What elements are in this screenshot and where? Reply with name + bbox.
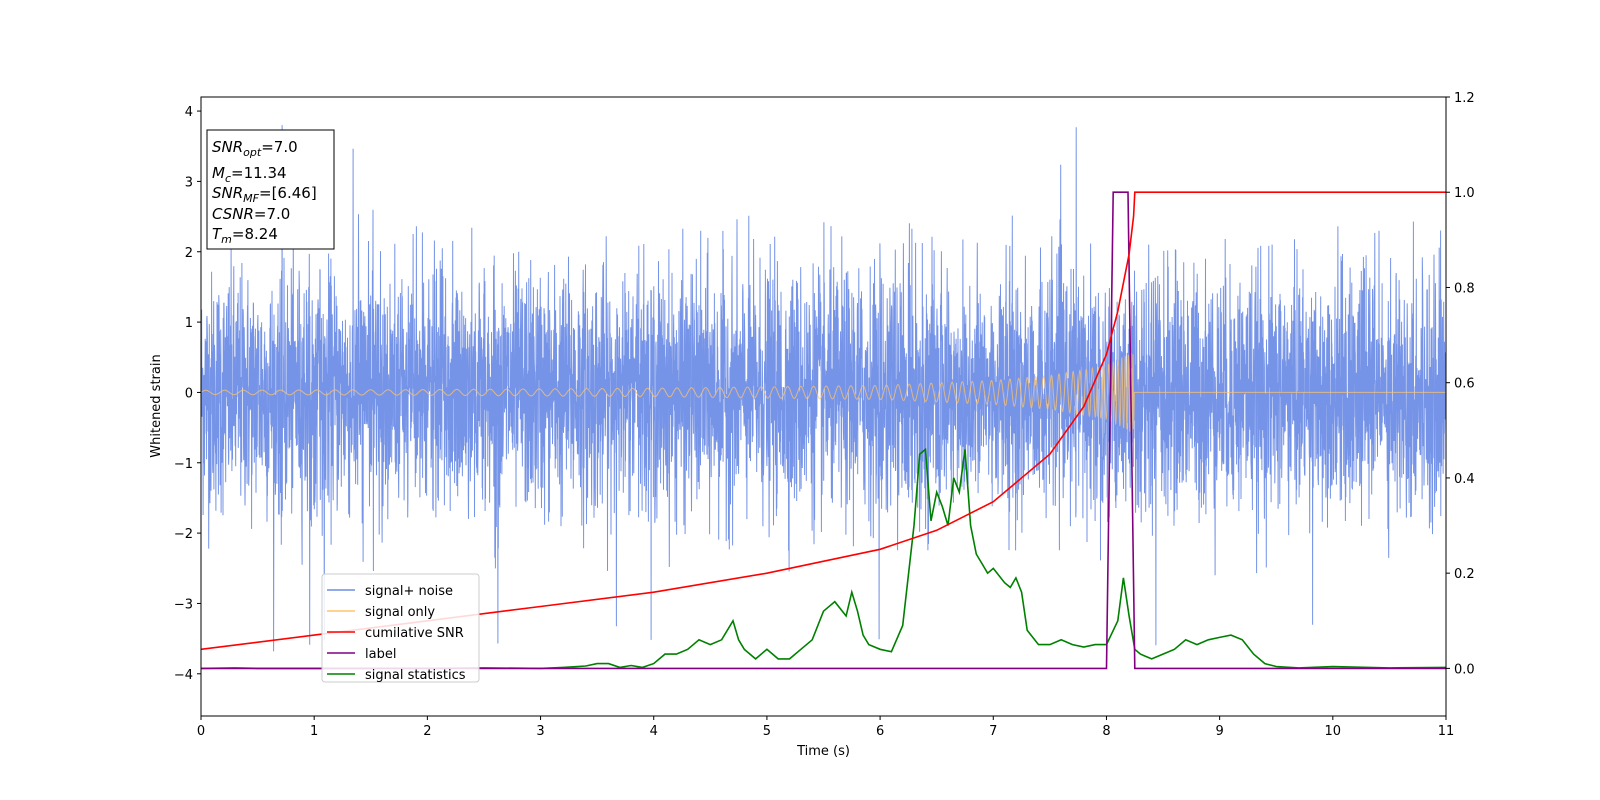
legend: signal+ noise signal only cumilative SNR la… <box>321 573 480 683</box>
x-tick-label: 7 <box>989 724 997 739</box>
y-left-tick-label: −4 <box>174 668 193 683</box>
x-tick-label: 4 <box>650 724 658 739</box>
legend-label: label <box>365 647 396 662</box>
x-tick-label: 9 <box>1215 724 1223 739</box>
y-right-tick-label: 0.8 <box>1454 281 1475 296</box>
plot-frame <box>200 96 1447 717</box>
x-axis-label: Time (s) <box>796 744 850 759</box>
y-left-tick-label: −2 <box>174 527 193 542</box>
legend-label: signal+ noise <box>365 584 453 599</box>
x-tick-label: 0 <box>197 724 205 739</box>
snr-opt-text: SNRopt=7.0 <box>212 138 298 159</box>
y-right-tick-label: 0.6 <box>1454 377 1475 392</box>
x-tick-label: 6 <box>876 724 884 739</box>
y-left-tick-label: −3 <box>174 597 193 612</box>
legend-label: signal only <box>365 605 435 620</box>
y-right-tick-label: 0.2 <box>1454 567 1475 582</box>
axes: 0 1 2 3 4 5 6 7 8 9 10 1143210−1−2−3−41.21.00.80.60… <box>174 91 1475 739</box>
y-left-tick-label: 1 <box>185 316 193 331</box>
plot-area <box>201 125 1446 670</box>
series-signal-noise <box>201 125 1446 652</box>
series-cumulative-snr <box>201 191 1446 651</box>
series-signal-only <box>201 352 1446 434</box>
y-left-tick-label: 3 <box>185 175 193 190</box>
y-right-tick-label: 0.0 <box>1454 662 1475 677</box>
y-right-tick-label: 1.2 <box>1454 91 1475 106</box>
series-signal-statistics <box>201 447 1446 670</box>
tm-text: Tm=8.24 <box>212 225 278 246</box>
info-box-frame <box>206 129 335 250</box>
mc-text: Mc=11.34 <box>212 164 287 185</box>
csnr-text: CSNR=7.0 <box>212 205 290 223</box>
legend-label: signal statistics <box>365 668 466 683</box>
x-tick-label: 10 <box>1325 724 1342 739</box>
x-tick-label: 1 <box>310 724 318 739</box>
y-right-tick-label: 1.0 <box>1454 186 1475 201</box>
y-right-tick-label: 0.4 <box>1454 472 1475 487</box>
x-tick-label: 2 <box>423 724 431 739</box>
legend-frame <box>321 573 480 683</box>
y-left-tick-label: −1 <box>174 457 193 472</box>
x-tick-label: 3 <box>536 724 544 739</box>
info-box: SNRopt=7.0 Mc=11.34 SNRMF=[6.46] CSNR=7.… <box>206 129 335 250</box>
x-tick-label: 11 <box>1438 724 1455 739</box>
x-tick-label: 5 <box>763 724 771 739</box>
x-tick-label: 8 <box>1102 724 1110 739</box>
y-axis-label: Whitened strain <box>149 354 164 457</box>
y-left-tick-label: 0 <box>185 386 193 401</box>
series-label <box>201 191 1446 670</box>
snr-mf-text: SNRMF=[6.46] <box>212 184 317 205</box>
y-left-tick-label: 4 <box>185 105 193 120</box>
legend-label: cumilative SNR <box>365 626 464 641</box>
y-left-tick-label: 2 <box>185 246 193 261</box>
